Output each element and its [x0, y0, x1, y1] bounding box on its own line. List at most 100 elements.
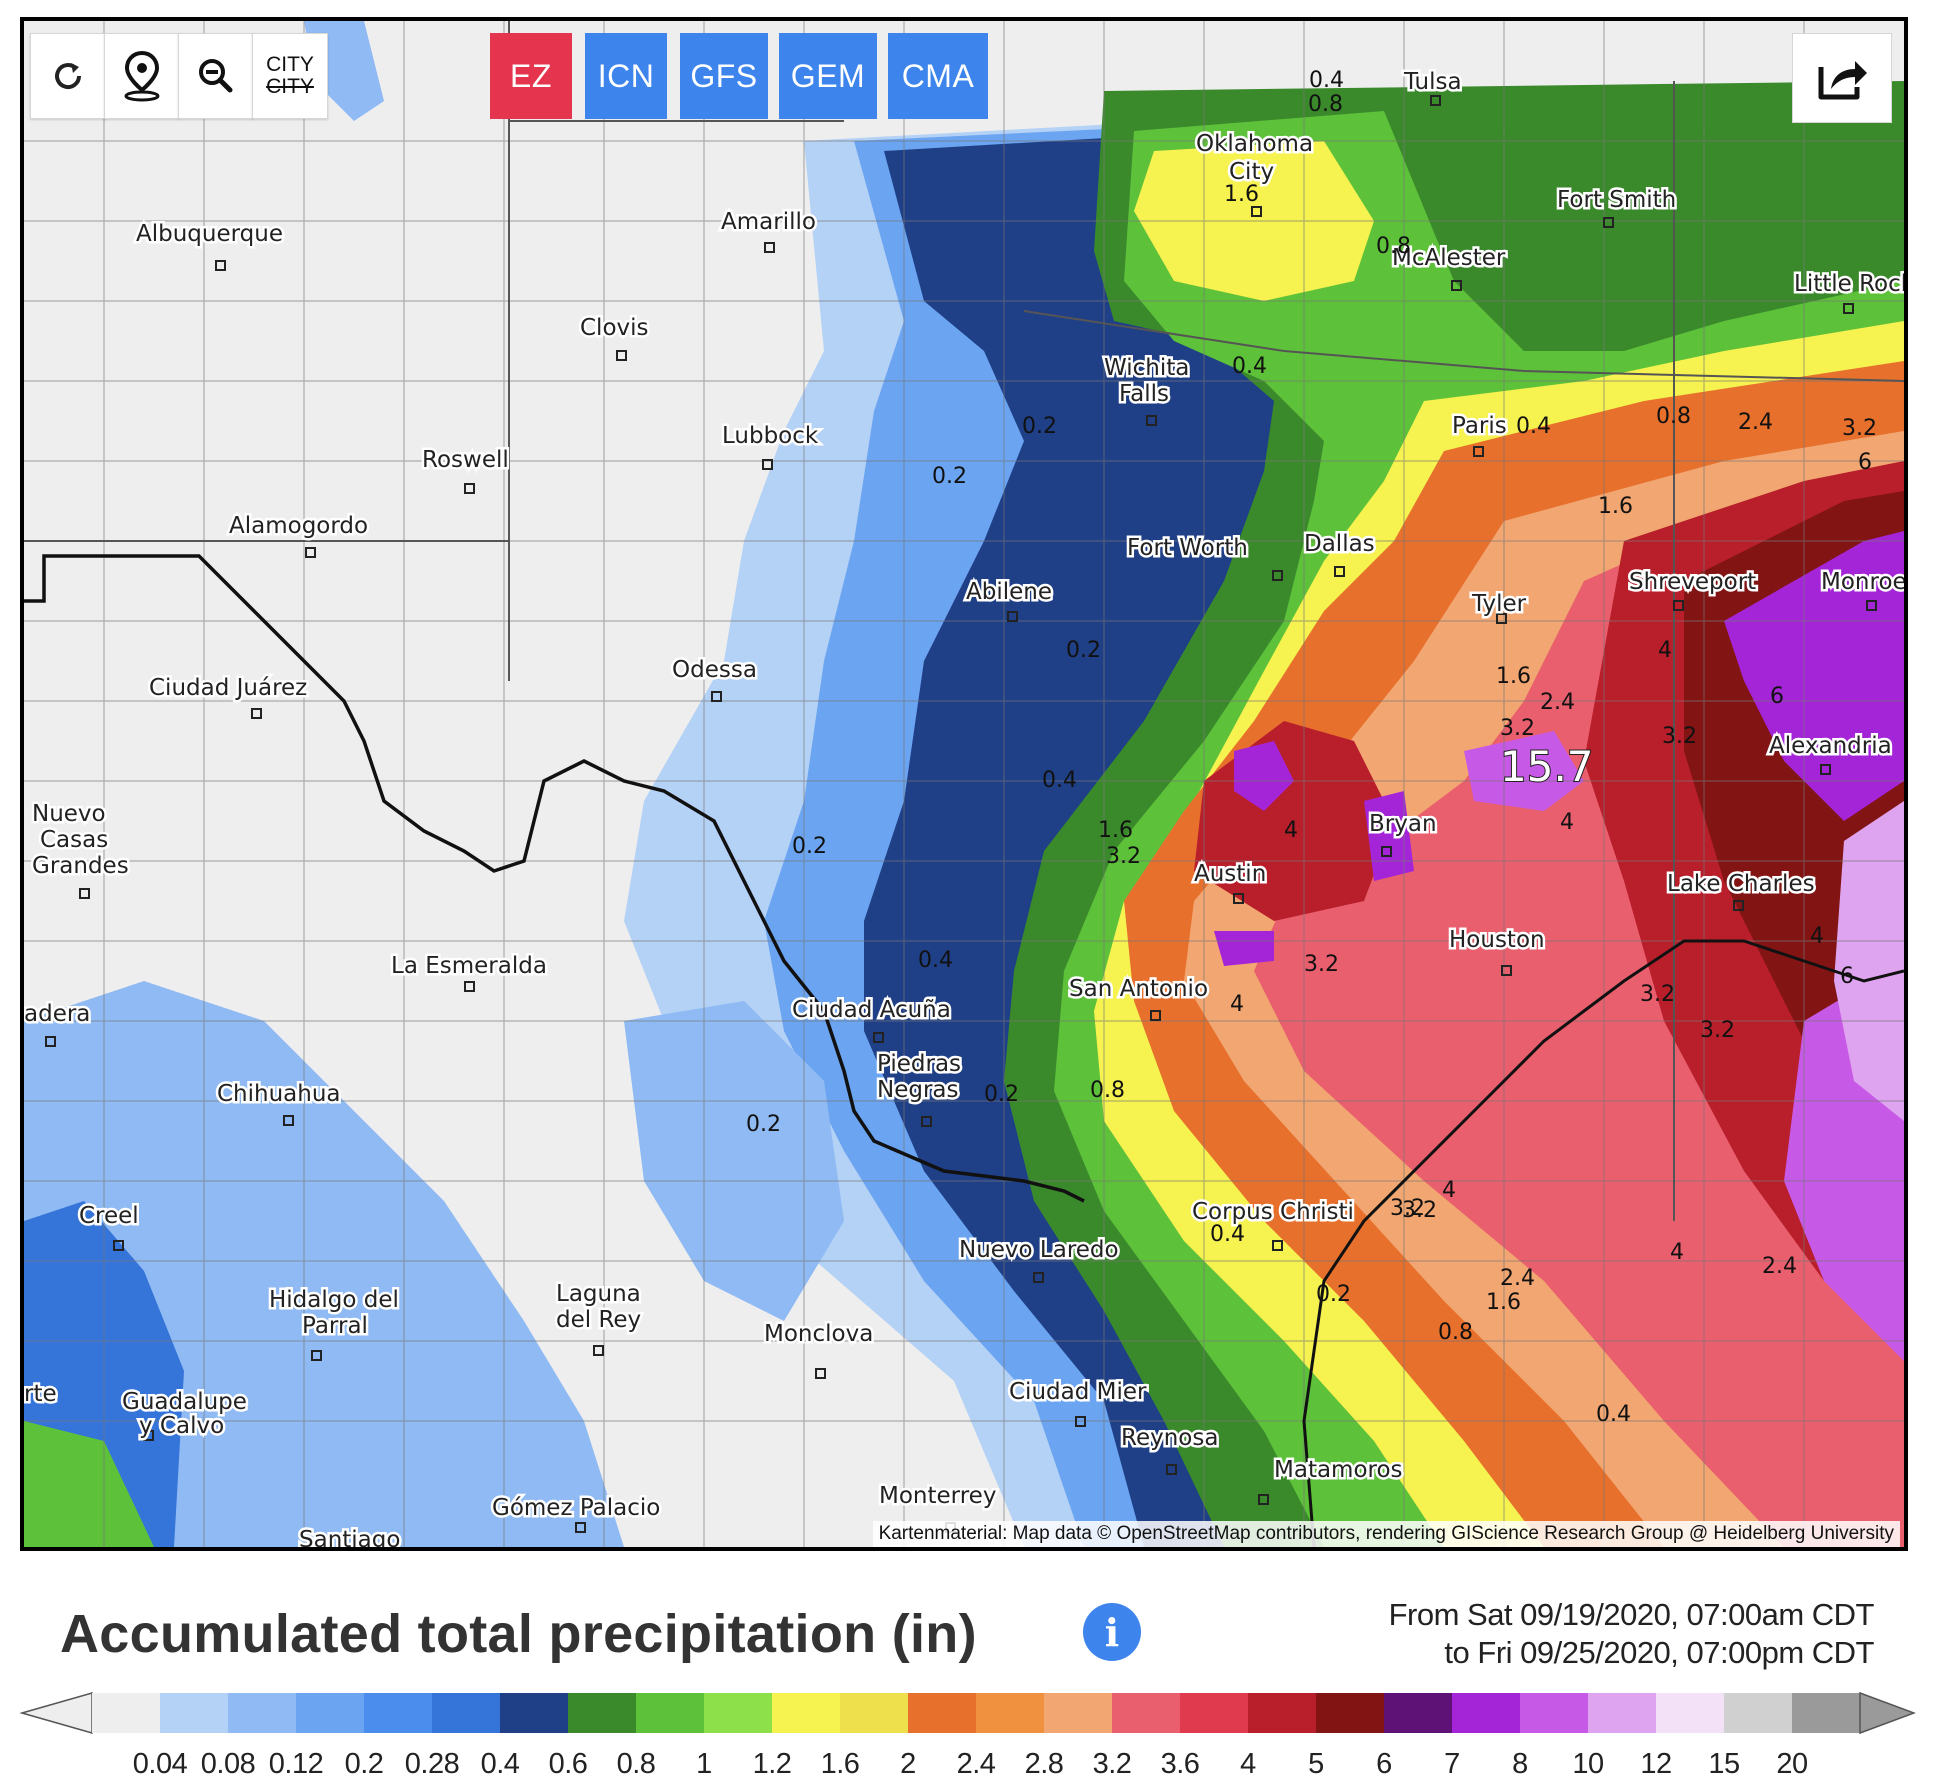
colorbar-swatch	[840, 1693, 909, 1733]
city-tulsa: Tulsa	[1403, 69, 1462, 95]
colorbar-min-arrow	[20, 1692, 93, 1734]
contour-label: 0.2	[792, 834, 827, 859]
contour-label: 3.2	[1662, 724, 1697, 749]
city-nuevo-casas-grandes-line1: Nuevo	[32, 801, 106, 827]
contour-label: 3.2	[1304, 952, 1339, 977]
refresh-button[interactable]	[30, 33, 106, 119]
legend-title: Accumulated total precipitation (in)	[60, 1604, 977, 1664]
colorbar-swatch	[1248, 1693, 1317, 1733]
map-attribution: Kartenmaterial: Map data © OpenStreetMap…	[872, 1521, 1900, 1547]
contour-label: 1.6	[1224, 182, 1259, 207]
colorbar-swatch	[1656, 1693, 1725, 1733]
contour-label: 0.2	[1066, 638, 1101, 663]
city-toggle-label-on: CITY	[266, 53, 314, 76]
colorbar-swatch	[296, 1693, 365, 1733]
info-icon[interactable]: i	[1083, 1603, 1141, 1661]
contour-label: 6	[1858, 450, 1872, 475]
contour-label: 0.8	[1090, 1078, 1125, 1103]
city-houston: Houston	[1449, 927, 1545, 953]
contour-label: 0.8	[1656, 404, 1691, 429]
city-odessa: Odessa	[672, 657, 757, 683]
colorbar-tick-label: 20	[1776, 1748, 1808, 1780]
date-to: to Fri 09/25/2020, 07:00pm CDT	[1444, 1635, 1874, 1670]
city-nuevo-casas-grandes-line3: Grandes	[32, 853, 129, 879]
city-guadalupe-y-calvo-line1: Guadalupe	[122, 1389, 247, 1415]
precip-west-green	[24, 1421, 154, 1547]
city-lake-charles: Lake Charles	[1667, 871, 1815, 897]
model-button-gem[interactable]: GEM	[779, 33, 877, 119]
contour-label: 2.4	[1762, 1254, 1797, 1279]
refresh-icon	[55, 63, 82, 90]
city-mcalester: McAlester	[1392, 245, 1506, 271]
colorbar-swatch	[1724, 1693, 1793, 1733]
contour-label: 0.2	[1022, 414, 1057, 439]
precip-lavender	[1834, 801, 1904, 1121]
gulf-coastline	[1302, 939, 1904, 1547]
colorbar-tick-label: 0.28	[404, 1748, 460, 1780]
colorbar-tick-label: 15	[1708, 1748, 1740, 1780]
model-button-gfs[interactable]: GFS	[680, 33, 768, 119]
contour-label: 4	[1560, 810, 1574, 835]
precip-purple-core-3	[1364, 791, 1414, 881]
city-creel: Creel	[79, 1203, 139, 1229]
colorbar-tick-label: 3.6	[1160, 1748, 1200, 1780]
colorbar-tick-label: 1.6	[820, 1748, 860, 1780]
precipitation-map[interactable]: Tulsa Oklahoma City Fort Smith McAlester…	[24, 21, 1904, 1547]
model-button-icn[interactable]: ICN	[585, 33, 667, 119]
city-santiago: Santiago	[299, 1527, 400, 1547]
city-labels: Tulsa Oklahoma City Fort Smith McAlester…	[24, 67, 1904, 1548]
city-matamoros: Matamoros	[1274, 1457, 1403, 1483]
contour-label: 4	[1230, 992, 1244, 1017]
colorbar-swatch	[1520, 1693, 1589, 1733]
contour-label: 3.2	[1106, 844, 1141, 869]
map-panel[interactable]: Tulsa Oklahoma City Fort Smith McAlester…	[20, 17, 1908, 1551]
colorbar-swatch	[500, 1693, 569, 1733]
city-albuquerque: Albuquerque	[136, 221, 283, 247]
model-button-ez[interactable]: EZ	[490, 33, 572, 119]
model-button-cma[interactable]: CMA	[888, 33, 988, 119]
contour-label: 3.2	[1390, 1196, 1425, 1221]
contour-label: 2.4	[1500, 1266, 1535, 1291]
colorbar-swatch	[908, 1693, 977, 1733]
contour-label: 3.2	[1842, 416, 1877, 441]
city-laguna-del-rey-line2: del Rey	[556, 1307, 641, 1333]
us-mexico-border	[24, 554, 1085, 1203]
city-abilene: Abilene	[966, 579, 1052, 605]
location-button[interactable]	[104, 33, 180, 119]
zoom-out-button[interactable]	[178, 33, 254, 119]
colorbar-tick-label: 0.8	[616, 1748, 656, 1780]
share-button[interactable]	[1792, 33, 1892, 123]
city-laguna-del-rey-line1: Laguna	[556, 1281, 641, 1307]
contour-label: 2.4	[1738, 410, 1773, 435]
colorbar-swatch	[772, 1693, 841, 1733]
city-lubbock: Lubbock	[722, 423, 819, 449]
colorbar-tick-label: 0.12	[268, 1748, 324, 1780]
city-hidalgo-del-parral-line1: Hidalgo del	[269, 1287, 399, 1313]
city-fort-worth: Fort Worth	[1127, 535, 1248, 561]
city-torreon-fragment: rte	[24, 1381, 57, 1407]
city-piedras-negras-line1: Piedras	[877, 1051, 961, 1077]
colorbar-swatch	[92, 1693, 161, 1733]
contour-label: 4	[1284, 818, 1298, 843]
city-reynosa: Reynosa	[1121, 1425, 1218, 1451]
contour-label: 0.8	[1438, 1320, 1473, 1345]
location-pin-icon	[124, 50, 160, 102]
contour-label: 1.6	[1496, 664, 1531, 689]
city-wichita-falls-line1: Wichita	[1104, 355, 1189, 381]
contour-label: 0.2	[1316, 1282, 1351, 1307]
city-alexandria: Alexandria	[1769, 733, 1892, 759]
colorbar-tick-label: 8	[1512, 1748, 1528, 1780]
city-monroe: Monroe	[1821, 569, 1904, 595]
colorbar-swatch	[228, 1693, 297, 1733]
colorbar-tick-label: 3.2	[1092, 1748, 1132, 1780]
colorbar-tick-label: 0.6	[548, 1748, 588, 1780]
contour-label: 2.4	[1540, 690, 1575, 715]
colorbar-tick-label: 0.2	[344, 1748, 384, 1780]
city-labels-toggle[interactable]: CITY CITY	[252, 33, 328, 119]
colorbar-swatch	[364, 1693, 433, 1733]
contour-label: 6	[1840, 964, 1854, 989]
city-chihuahua: Chihuahua	[217, 1081, 341, 1107]
precip-purple-core-1	[1234, 741, 1294, 811]
city-wichita-falls-line2: Falls	[1119, 381, 1169, 407]
colorbar-swatch	[160, 1693, 229, 1733]
